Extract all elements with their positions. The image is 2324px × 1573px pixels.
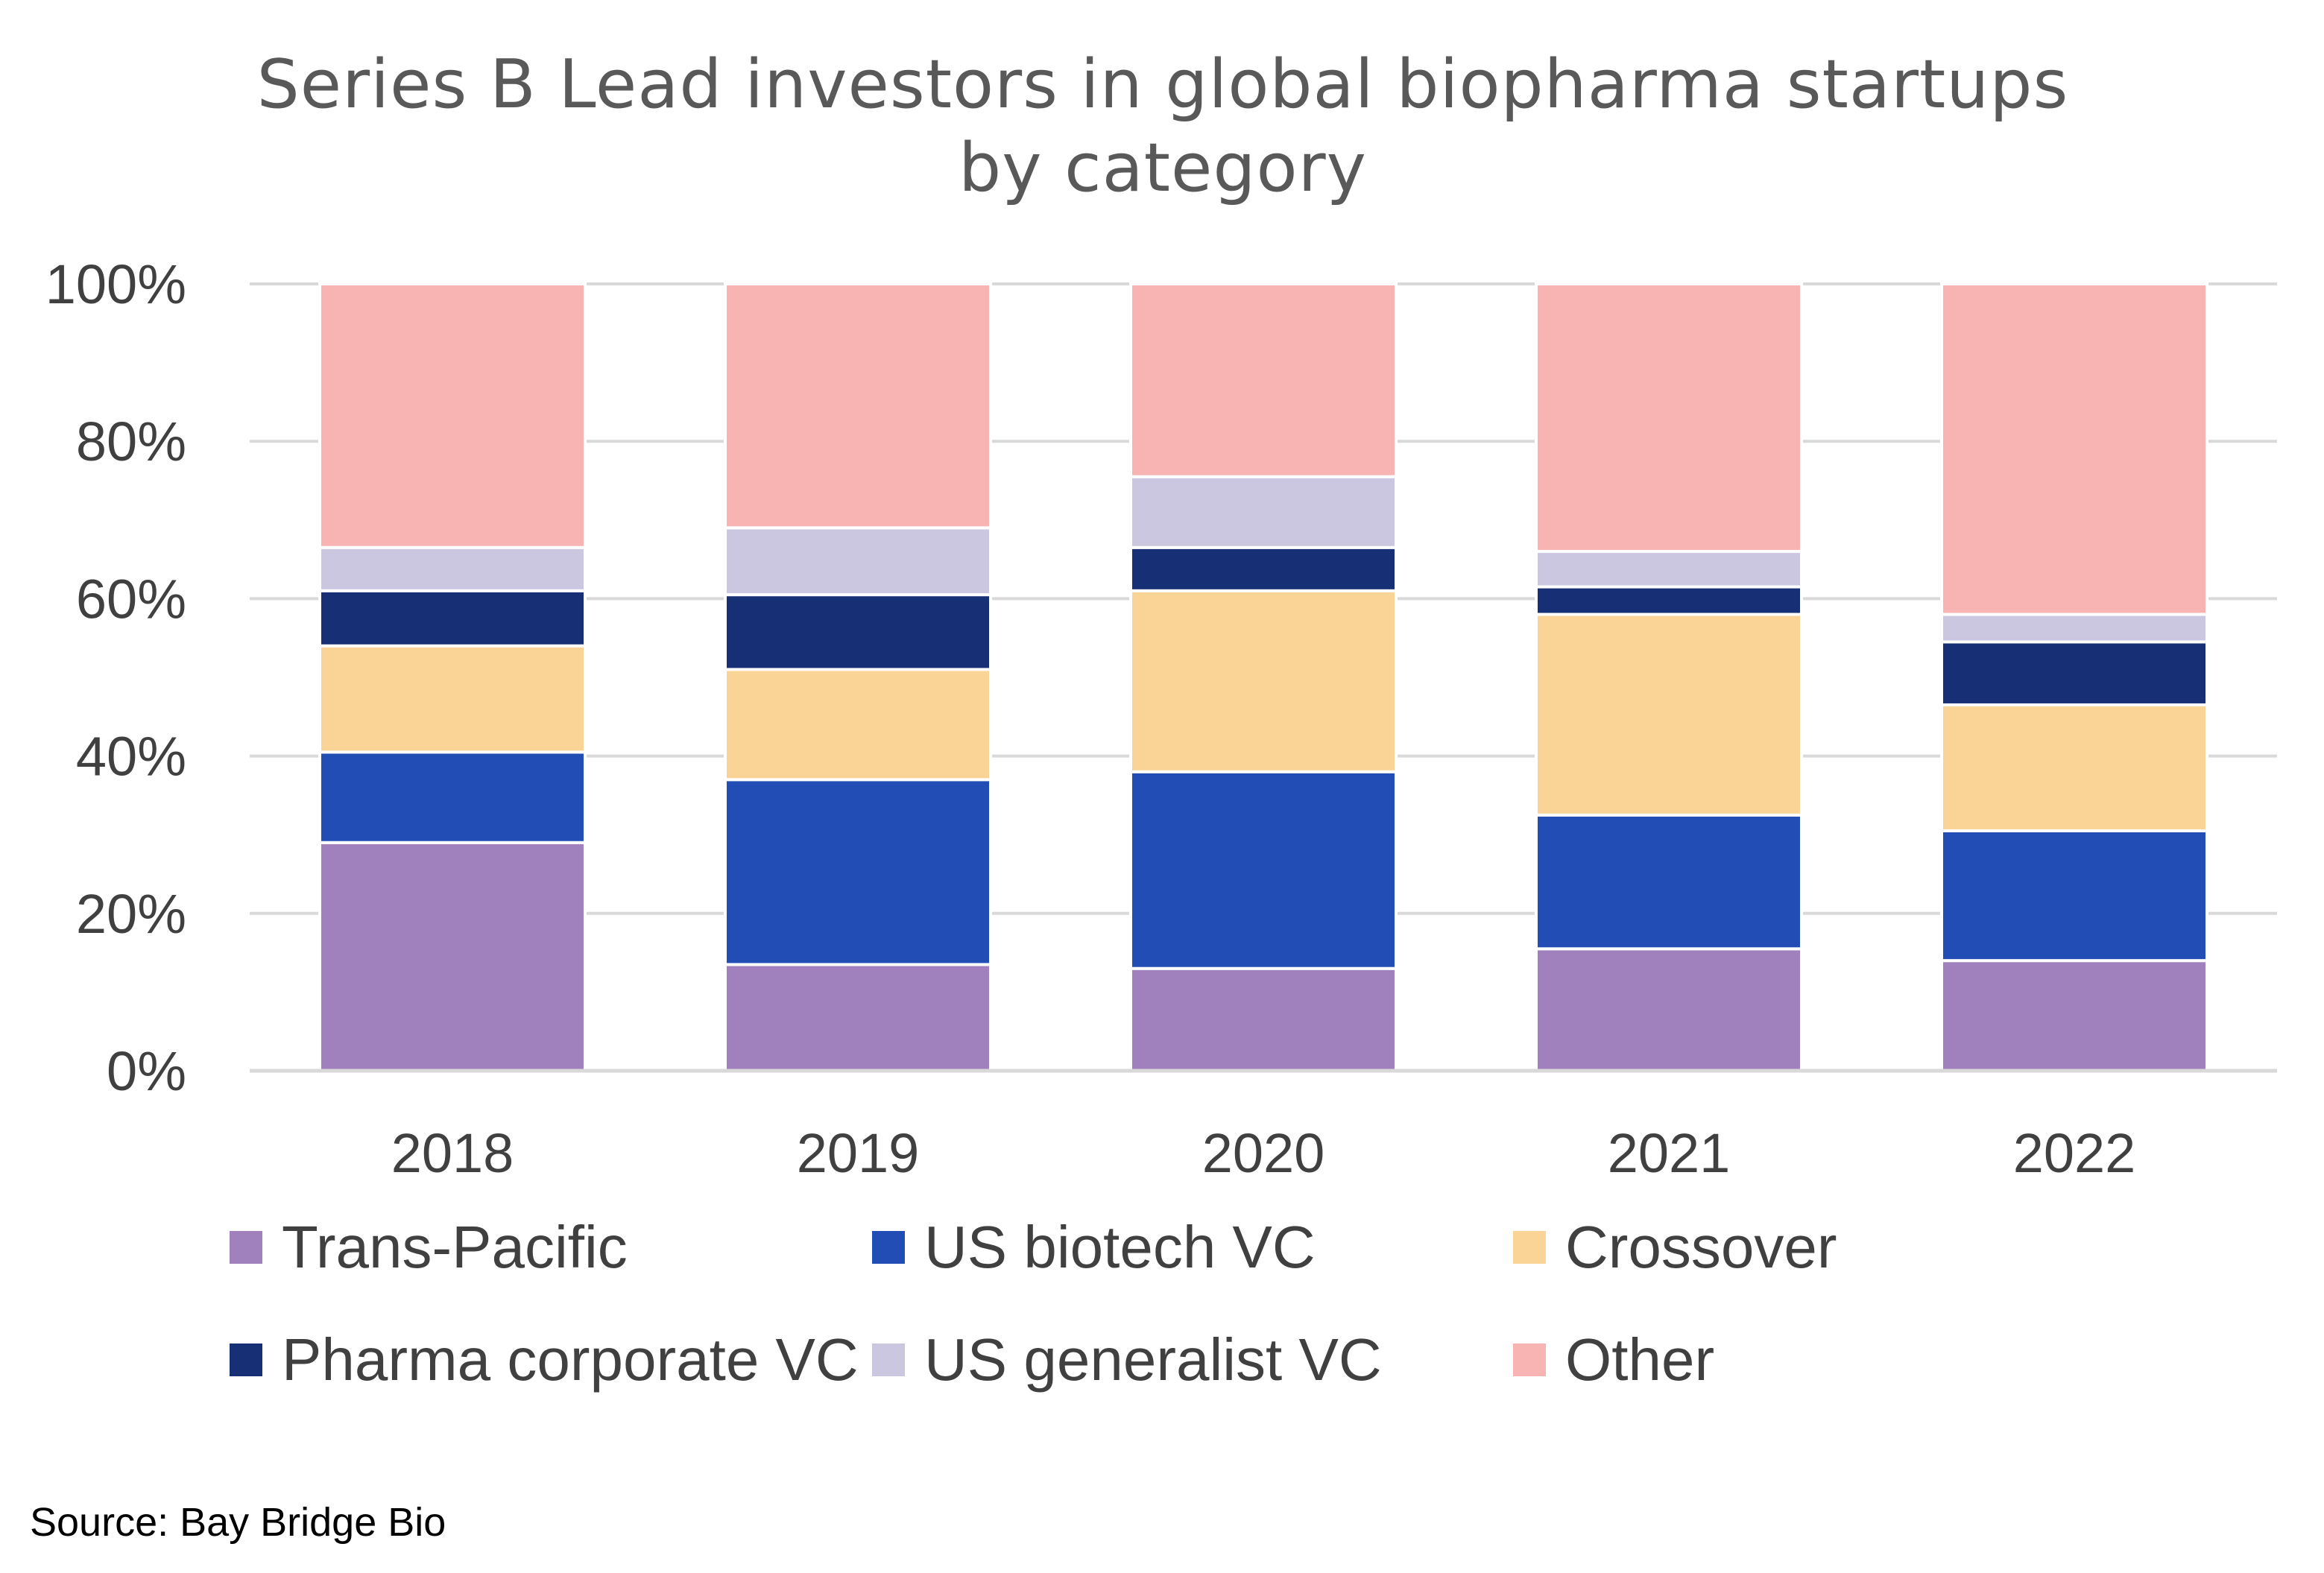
legend-swatch bbox=[872, 1343, 905, 1376]
bar-segment-other-2022 bbox=[1940, 282, 2208, 616]
y-tick-labels: 0% 20% 40% 60% 80% 100% bbox=[45, 253, 186, 1102]
bar-segment-crossover-2020 bbox=[1129, 589, 1398, 773]
legend-label: Pharma corporate VC bbox=[282, 1326, 859, 1393]
legend-label: Crossover bbox=[1565, 1214, 1837, 1280]
bar-segment-us-biotech-vc-2019 bbox=[724, 778, 992, 966]
bar-segment-trans-pacific-2022 bbox=[1940, 959, 2208, 1073]
x-tick-label: 2021 bbox=[1608, 1122, 1731, 1184]
y-tick-label: 40% bbox=[76, 726, 186, 788]
y-tick-label: 100% bbox=[45, 253, 186, 315]
bar-segment-other-2021 bbox=[1535, 282, 1803, 554]
bar-segment-trans-pacific-2018 bbox=[318, 841, 587, 1072]
bar-segment-us-generalist-vc-2018 bbox=[318, 545, 587, 592]
y-tick-label: 0% bbox=[107, 1040, 186, 1102]
bar-segment-crossover-2019 bbox=[724, 668, 992, 782]
bar-segment-us-generalist-vc-2020 bbox=[1129, 475, 1398, 549]
legend-swatch bbox=[1513, 1231, 1546, 1264]
y-tick-label: 60% bbox=[76, 568, 186, 630]
bar-segment-trans-pacific-2019 bbox=[724, 963, 992, 1072]
bar-segment-trans-pacific-2020 bbox=[1129, 966, 1398, 1072]
bar-segment-other-2020 bbox=[1129, 282, 1398, 478]
bar-segment-us-biotech-vc-2018 bbox=[318, 750, 587, 844]
legend-label: Trans-Pacific bbox=[282, 1214, 628, 1280]
source-note: Source: Bay Bridge Bio bbox=[30, 1500, 446, 1545]
bar-segment-pharma-corporate-vc-2022 bbox=[1940, 640, 2208, 706]
legend-item: Trans-Pacific bbox=[230, 1210, 628, 1285]
legend-label: US generalist VC bbox=[924, 1326, 1382, 1393]
legend-item: US biotech VC bbox=[872, 1210, 1316, 1285]
legend-item: Pharma corporate VC bbox=[230, 1323, 859, 1397]
bar-segment-crossover-2022 bbox=[1940, 703, 2208, 832]
x-tick-labels: 2018 2019 2020 2021 2022 bbox=[391, 1122, 2136, 1184]
bar-segment-crossover-2021 bbox=[1535, 613, 1803, 817]
bar-segment-trans-pacific-2021 bbox=[1535, 947, 1803, 1072]
y-tick-label: 20% bbox=[76, 883, 186, 945]
legend-item: Crossover bbox=[1513, 1210, 1837, 1285]
bar-segment-us-generalist-vc-2019 bbox=[724, 526, 992, 597]
bar-segment-pharma-corporate-vc-2020 bbox=[1129, 545, 1398, 592]
legend-swatch bbox=[1513, 1343, 1546, 1376]
bar-segment-other-2018 bbox=[318, 282, 587, 549]
y-tick-label: 80% bbox=[76, 411, 186, 472]
bars bbox=[318, 282, 2208, 1073]
bar-segment-us-generalist-vc-2021 bbox=[1535, 550, 1803, 589]
bar-segment-us-biotech-vc-2020 bbox=[1129, 770, 1398, 970]
x-tick-label: 2019 bbox=[797, 1122, 920, 1184]
legend-item: US generalist VC bbox=[872, 1323, 1382, 1397]
bar-segment-us-biotech-vc-2021 bbox=[1535, 813, 1803, 951]
legend-swatch bbox=[230, 1343, 262, 1376]
x-tick-label: 2020 bbox=[1202, 1122, 1325, 1184]
bar-segment-other-2019 bbox=[724, 282, 992, 530]
bar-segment-us-generalist-vc-2022 bbox=[1940, 613, 2208, 644]
bar-segment-pharma-corporate-vc-2021 bbox=[1535, 585, 1803, 616]
x-tick-label: 2018 bbox=[391, 1122, 514, 1184]
legend-swatch bbox=[872, 1231, 905, 1264]
legend-label: Other bbox=[1565, 1326, 1715, 1393]
legend-swatch bbox=[230, 1231, 262, 1264]
legend-item: Other bbox=[1513, 1323, 1714, 1397]
legend-label: US biotech VC bbox=[924, 1214, 1316, 1280]
chart-title: Series B Lead investors in global biopha… bbox=[256, 45, 2069, 207]
bar-segment-us-biotech-vc-2022 bbox=[1940, 829, 2208, 963]
x-tick-label: 2022 bbox=[2013, 1122, 2136, 1184]
bar-segment-crossover-2018 bbox=[318, 644, 587, 754]
bar-segment-pharma-corporate-vc-2019 bbox=[724, 593, 992, 671]
bar-segment-pharma-corporate-vc-2018 bbox=[318, 589, 587, 648]
